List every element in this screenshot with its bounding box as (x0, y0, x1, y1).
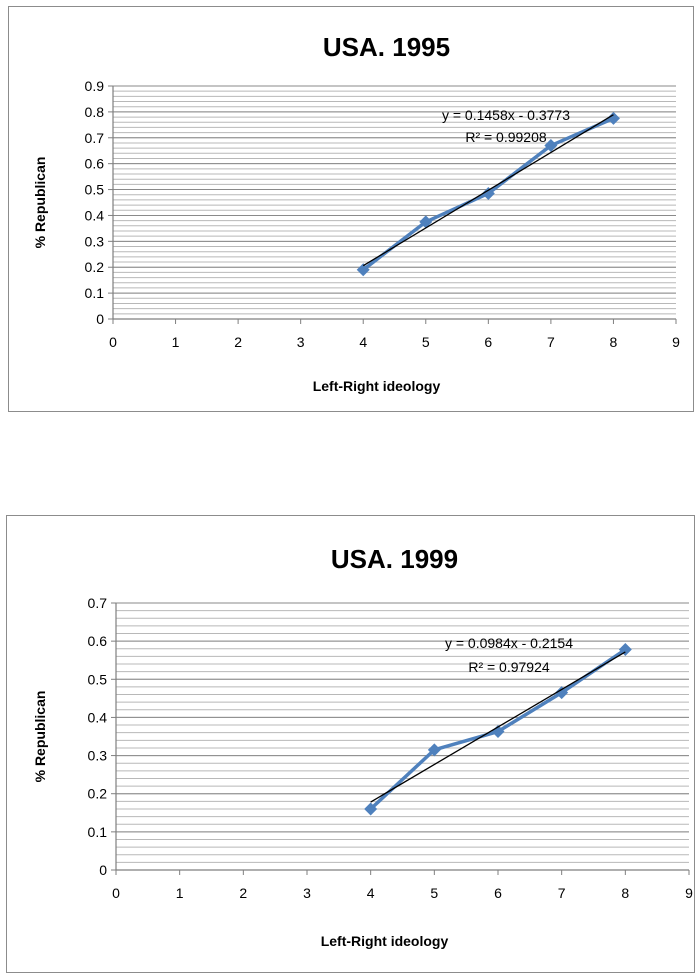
data-point (618, 643, 632, 657)
y-axis-title: % Republican (32, 691, 48, 783)
y-tick-label: 0.2 (88, 786, 108, 802)
y-tick-label: 0.1 (85, 285, 105, 301)
y-tick-label: 0.7 (88, 595, 108, 611)
x-axis-title: Left-Right ideology (321, 933, 449, 949)
x-tick-label: 1 (172, 334, 180, 350)
x-tick-label: 9 (685, 885, 693, 901)
x-tick-label: 5 (430, 885, 438, 901)
data-point (555, 686, 569, 700)
data-point (419, 215, 433, 229)
x-tick-label: 6 (484, 334, 492, 350)
y-tick-label: 0.8 (85, 104, 105, 120)
y-tick-label: 0.9 (85, 78, 105, 94)
x-tick-label: 3 (303, 885, 311, 901)
y-tick-label: 0.3 (85, 233, 105, 249)
x-tick-label: 8 (610, 334, 618, 350)
y-tick-label: 0 (99, 862, 107, 878)
x-tick-label: 7 (558, 885, 566, 901)
x-tick-label: 4 (359, 334, 367, 350)
y-tick-label: 0.5 (85, 182, 105, 198)
y-tick-label: 0 (96, 311, 104, 327)
x-tick-label: 4 (367, 885, 375, 901)
x-tick-label: 9 (672, 334, 680, 350)
y-tick-label: 0.7 (85, 130, 105, 146)
y-tick-label: 0.5 (88, 671, 108, 687)
trendline (370, 651, 626, 803)
trendline-r-squared: R² = 0.99208 (465, 129, 547, 145)
x-tick-label: 2 (234, 334, 242, 350)
y-tick-label: 0.2 (85, 259, 105, 275)
y-tick-label: 0.4 (88, 709, 108, 725)
trendline-equation: y = 0.1458x - 0.3773 (442, 107, 570, 123)
x-tick-label: 7 (547, 334, 555, 350)
data-point (356, 263, 370, 277)
data-point (606, 111, 620, 125)
chart-1999: USA. 1999 0 1 2 3 4 5 6 7 8 9 0 0.1 0.2 0.3 0.4 0.5 0.6 0.… (32, 544, 693, 949)
x-tick-label: 6 (494, 885, 502, 901)
chart-container-1995: USA. 1995 0 1 2 3 4 5 6 7 8 9 0 0.1 0.2 0.3 0.4 0.5 0.6 0.… (8, 6, 694, 412)
x-tick-label: 1 (176, 885, 184, 901)
x-axis-title: Left-Right ideology (313, 378, 441, 394)
x-tick-label: 0 (109, 334, 117, 350)
chart-title: USA. 1999 (331, 544, 458, 574)
x-tick-label: 5 (422, 334, 430, 350)
data-point (544, 139, 558, 153)
y-tick-label: 0.6 (85, 156, 105, 172)
y-tick-label: 0.6 (88, 633, 108, 649)
data-point (427, 743, 441, 757)
x-tick-label: 0 (112, 885, 120, 901)
y-tick-label: 0.3 (88, 748, 108, 764)
trendline-r-squared: R² = 0.97924 (468, 659, 550, 675)
x-tick-label: 3 (297, 334, 305, 350)
y-axis-title: % Republican (32, 157, 48, 249)
y-tick-label: 0.1 (88, 824, 108, 840)
y-tick-label: 0.4 (85, 207, 105, 223)
chart-container-1999: USA. 1999 0 1 2 3 4 5 6 7 8 9 0 0.1 0.2 0.3 0.4 0.5 0.6 0.… (6, 515, 695, 973)
chart-title: USA. 1995 (323, 32, 450, 62)
trendline-equation: y = 0.0984x - 0.2154 (445, 635, 573, 651)
x-tick-label: 2 (239, 885, 247, 901)
chart-1995: USA. 1995 0 1 2 3 4 5 6 7 8 9 0 0.1 0.2 0.3 0.4 0.5 0.6 0.… (32, 32, 680, 394)
data-point (364, 802, 378, 816)
trendline (362, 114, 614, 267)
data-point (481, 186, 495, 200)
x-tick-label: 8 (621, 885, 629, 901)
